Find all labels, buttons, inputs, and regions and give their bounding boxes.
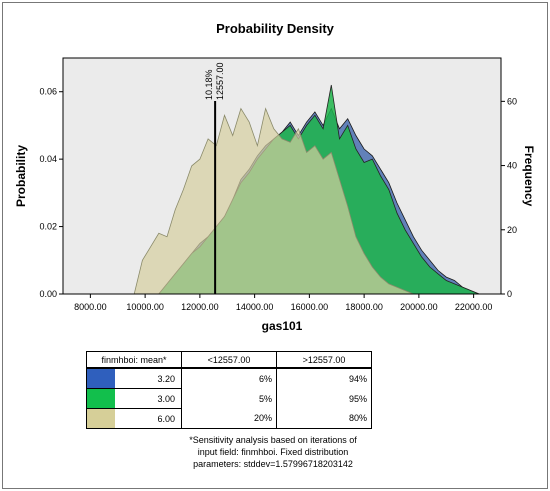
y-right-tick-label: 0 bbox=[507, 289, 512, 299]
table-row: 3.00 5% 95% bbox=[86, 388, 372, 409]
tan-swatch bbox=[87, 409, 115, 428]
color-swatch-cell bbox=[86, 367, 115, 389]
color-swatch-cell bbox=[86, 408, 115, 429]
marker-percent-label: 10.18% bbox=[204, 69, 214, 100]
table-row: 6.00 20% 80% bbox=[86, 408, 372, 429]
y-left-tick-label: 0.02 bbox=[39, 222, 57, 232]
y-left-tick-label: 0.06 bbox=[39, 87, 57, 97]
mean-value: 6.00 bbox=[115, 408, 182, 429]
series-layer bbox=[133, 84, 480, 295]
header-less-than: <12557.00 bbox=[181, 351, 277, 369]
sensitivity-table: finmhboi: mean* <12557.00 >12557.00 3.20… bbox=[86, 351, 372, 429]
x-tick-label: 16000.00 bbox=[291, 302, 329, 312]
x-tick-label: 20000.00 bbox=[400, 302, 438, 312]
pct-greater: 94% bbox=[276, 367, 372, 389]
pct-greater: 80% bbox=[276, 408, 372, 429]
green-swatch bbox=[87, 389, 115, 408]
color-swatch-cell bbox=[86, 388, 115, 409]
footnote-line: parameters: stddev=1.57996718203142 bbox=[193, 459, 353, 469]
footnote-line: *Sensitivity analysis based on iteration… bbox=[189, 435, 357, 445]
plot-frame bbox=[62, 57, 502, 295]
pct-less: 5% bbox=[181, 388, 277, 409]
pct-less: 20% bbox=[181, 408, 277, 429]
x-tick-label: 10000.00 bbox=[126, 302, 164, 312]
probability-density-chart: Probability Density 8000.00 10000.00 12000… bbox=[14, 21, 536, 333]
pct-greater: 95% bbox=[276, 388, 372, 409]
x-tick-label: 14000.00 bbox=[236, 302, 274, 312]
mean-value: 3.20 bbox=[115, 367, 182, 389]
footnote-line: input field: finmhboi. Fixed distributio… bbox=[197, 447, 349, 457]
y-left-tick-label: 0.04 bbox=[39, 154, 57, 164]
x-tick-label: 12000.00 bbox=[181, 302, 219, 312]
y-right-tick-label: 40 bbox=[507, 161, 517, 171]
x-tick-label: 22000.00 bbox=[455, 302, 493, 312]
pct-less: 6% bbox=[181, 367, 277, 389]
axes-layer: 8000.00 10000.00 12000.00 14000.00 16000.00 1… bbox=[39, 57, 517, 312]
footnote: *Sensitivity analysis based on iteration… bbox=[173, 434, 373, 470]
x-tick-label: 8000.00 bbox=[74, 302, 107, 312]
y-axis-left-label: Probability bbox=[14, 145, 28, 207]
mean-value: 3.00 bbox=[115, 388, 182, 409]
blue-swatch bbox=[87, 369, 115, 388]
y-left-tick-label: 0.00 bbox=[39, 289, 57, 299]
x-tick-label: 18000.00 bbox=[345, 302, 383, 312]
x-axis-label: gas101 bbox=[262, 319, 303, 333]
table-header-row: finmhboi: mean* <12557.00 >12557.00 bbox=[86, 351, 372, 369]
density-area-series bbox=[133, 107, 414, 295]
header-greater-than: >12557.00 bbox=[276, 351, 372, 369]
marker-value-label: 12557.00 bbox=[215, 62, 225, 100]
table-row: 3.20 6% 94% bbox=[86, 367, 372, 389]
y-right-tick-label: 20 bbox=[507, 225, 517, 235]
header-mean: finmhboi: mean* bbox=[86, 351, 182, 369]
y-axis-right-label: Frequency bbox=[522, 146, 536, 207]
y-right-tick-label: 60 bbox=[507, 96, 517, 106]
chart-title: Probability Density bbox=[216, 21, 335, 36]
